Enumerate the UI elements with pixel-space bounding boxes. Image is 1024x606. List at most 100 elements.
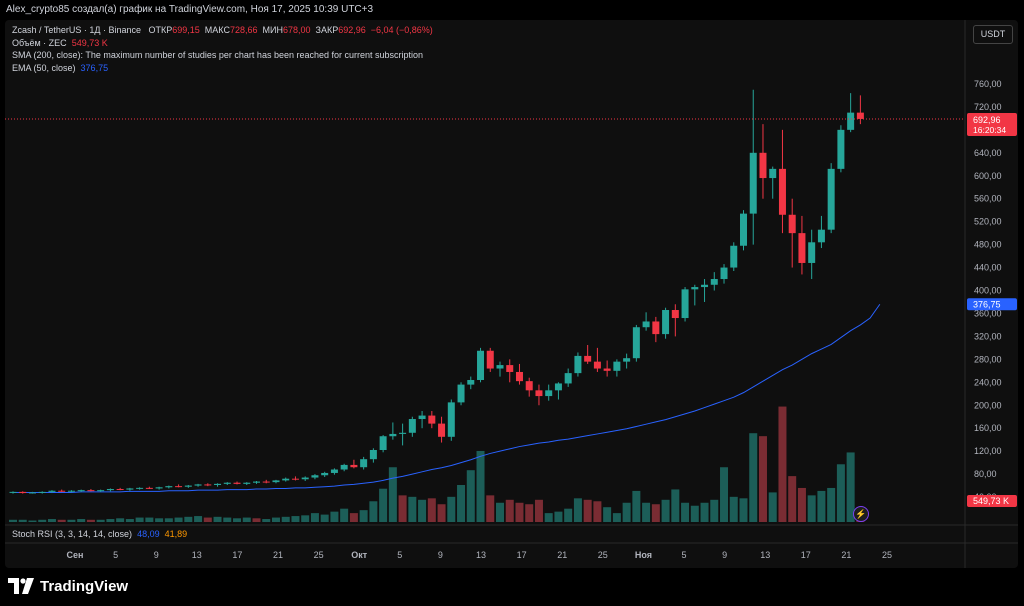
x-tick-label: 17 xyxy=(801,550,811,560)
candle xyxy=(477,347,485,383)
last-price-badge-bg xyxy=(967,112,1017,136)
volume-bar xyxy=(427,498,436,522)
stoch-rsi-legend[interactable]: Stoch RSI (3, 3, 14, 14, close) 48,09 41… xyxy=(12,529,187,539)
chart-frame[interactable]: 760,00720,00680,00640,00600,00560,00520,… xyxy=(5,20,1018,568)
candle-body xyxy=(817,229,825,243)
candle xyxy=(759,124,767,199)
volume-bar xyxy=(681,502,690,522)
candle-body xyxy=(77,490,85,492)
volume-bar xyxy=(194,516,203,522)
legend-open-label: ОТКР xyxy=(148,25,173,35)
candle-body xyxy=(457,384,465,403)
volume-bar xyxy=(797,487,806,522)
volume-bar xyxy=(720,467,729,522)
candle-body xyxy=(340,464,348,470)
candle-body xyxy=(788,214,796,234)
volume-bar xyxy=(418,499,427,522)
ema-line xyxy=(13,303,881,493)
candle xyxy=(769,166,777,199)
candle-body xyxy=(506,365,514,372)
candle xyxy=(720,264,728,284)
volume-bar xyxy=(301,515,310,522)
legend-change: −6,04 (−0,86%) xyxy=(370,25,433,35)
candle-body xyxy=(798,233,806,263)
volume-bar xyxy=(379,488,388,522)
volume-bar xyxy=(486,495,495,522)
candle-body xyxy=(642,321,650,328)
volume-bar xyxy=(233,518,242,522)
candle xyxy=(564,368,572,387)
candle-body xyxy=(632,327,640,359)
volume-bar xyxy=(690,505,699,522)
candle xyxy=(194,483,202,487)
volume-bar xyxy=(223,517,232,522)
legend-volume-row[interactable]: Объём · ZEC 549,73 K xyxy=(12,37,433,50)
candle-body xyxy=(847,112,855,130)
candle-body xyxy=(554,383,562,391)
candle-body xyxy=(360,459,368,468)
volume-bar xyxy=(310,513,319,522)
legend-ema-row[interactable]: EMA (50, close) 376,75 xyxy=(12,62,433,75)
volume-bar xyxy=(564,508,573,522)
volume-bar xyxy=(398,495,407,522)
y-tick-label: 600,00 xyxy=(974,171,1002,181)
candle xyxy=(301,476,309,481)
x-tick-label: 9 xyxy=(438,550,443,560)
candlestick-chart[interactable]: 760,00720,00680,00640,00600,00560,00520,… xyxy=(5,20,1018,568)
volume-bar xyxy=(213,516,222,522)
volume-bar xyxy=(125,519,134,522)
candle xyxy=(827,163,835,234)
legend-symbol[interactable]: Zcash / TetherUS · 1Д · Binance xyxy=(12,25,141,35)
candle-body xyxy=(389,433,397,437)
candle xyxy=(175,484,183,488)
legend-sma-row[interactable]: SMA (200, close): The maximum number of … xyxy=(12,50,424,60)
x-tick-label: 5 xyxy=(397,550,402,560)
tradingview-wordmark: TradingView xyxy=(40,577,129,595)
flash-icon[interactable]: ⚡ xyxy=(853,506,869,522)
candle-body xyxy=(720,267,728,280)
x-tick-label: 17 xyxy=(232,550,242,560)
candle xyxy=(399,423,407,446)
candle-body xyxy=(759,152,767,179)
volume-bar xyxy=(47,519,56,522)
volume-bar xyxy=(817,490,826,522)
candle-body xyxy=(301,477,309,480)
candle-body xyxy=(379,436,387,451)
candle-body xyxy=(350,464,358,468)
candle xyxy=(223,482,231,486)
candle xyxy=(106,488,114,492)
candle-body xyxy=(467,380,475,385)
candle xyxy=(408,416,416,437)
legend-ema-label: EMA (50, close) xyxy=(12,62,76,73)
x-tick-label: 25 xyxy=(882,550,892,560)
candle-body xyxy=(97,490,105,492)
candle-body xyxy=(525,381,533,391)
tradingview-logo[interactable]: TradingView xyxy=(8,576,128,596)
candle xyxy=(506,359,514,383)
volume-bar xyxy=(749,433,758,522)
volume-bar xyxy=(96,519,105,522)
y-tick-label: 320,00 xyxy=(974,331,1002,341)
y-tick-label: 80,00 xyxy=(974,469,997,479)
candle-body xyxy=(613,361,621,371)
volume-bar xyxy=(466,470,475,522)
currency-button[interactable]: USDT xyxy=(973,25,1013,44)
candle xyxy=(253,480,260,484)
volume-bar xyxy=(710,499,719,522)
volume-bar xyxy=(330,511,339,522)
candle xyxy=(515,363,523,385)
volume-bar xyxy=(262,519,271,522)
candle xyxy=(496,361,504,377)
candle-body xyxy=(223,482,231,484)
y-tick-label: 520,00 xyxy=(974,217,1002,227)
candle-body xyxy=(116,489,124,491)
candle-body xyxy=(438,423,446,437)
candle-body xyxy=(253,481,260,483)
volume-bar xyxy=(135,517,144,522)
candle xyxy=(798,215,806,275)
candle xyxy=(447,399,455,441)
candle-body xyxy=(691,287,699,290)
candle-body xyxy=(282,478,290,481)
candle xyxy=(58,489,66,492)
